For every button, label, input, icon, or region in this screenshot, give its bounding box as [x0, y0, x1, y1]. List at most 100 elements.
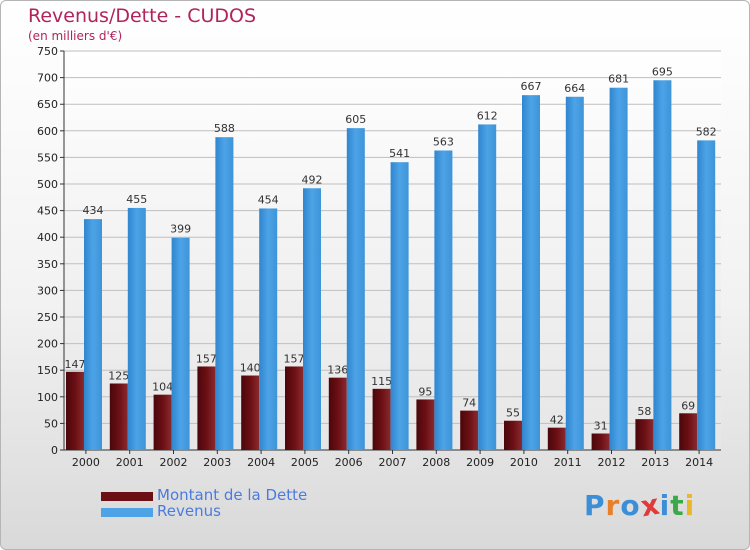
data-label-revenue: 454 [258, 193, 279, 206]
bar-debt [679, 413, 698, 450]
y-tick-label: 200 [37, 338, 58, 351]
logo-letter: i [684, 489, 696, 522]
x-tick-label: 2002 [160, 456, 188, 469]
logo-letter: t [670, 489, 685, 522]
bar-debt [591, 433, 610, 450]
bar-revenue [522, 95, 540, 450]
y-tick-label: 100 [37, 391, 58, 404]
logo-letter: r [605, 489, 621, 522]
x-tick-label: 2011 [554, 456, 582, 469]
bar-debt [416, 399, 435, 450]
data-label-revenue: 492 [302, 173, 323, 186]
data-label-debt: 69 [681, 399, 695, 412]
y-tick-label: 700 [37, 72, 58, 85]
bar-revenue [84, 219, 102, 450]
bar-revenue [127, 207, 146, 450]
data-label-debt: 104 [152, 381, 173, 394]
y-tick-label: 0 [51, 444, 58, 457]
bar-debt [197, 366, 216, 450]
bar-revenue [609, 87, 628, 450]
data-label-debt: 125 [108, 370, 129, 383]
legend-swatch-revenue [101, 508, 153, 517]
data-label-revenue: 695 [652, 65, 673, 78]
bar-debt [504, 420, 522, 450]
data-label-revenue: 681 [608, 73, 629, 86]
bar-debt [153, 394, 172, 450]
y-tick-label: 150 [37, 364, 58, 377]
proxiti-logo: Proxiti [584, 488, 696, 524]
data-label-revenue: 399 [170, 223, 191, 236]
data-label-revenue: 667 [521, 80, 542, 93]
chart-subtitle: (en milliers d'€) [28, 29, 123, 43]
y-tick-label: 650 [37, 98, 58, 111]
bar-revenue [390, 162, 409, 451]
bar-debt [372, 388, 391, 450]
data-label-debt: 115 [371, 375, 392, 388]
bar-revenue [259, 208, 278, 450]
x-tick-label: 2007 [379, 456, 407, 469]
x-tick-label: 2005 [291, 456, 319, 469]
y-tick-label: 500 [37, 178, 58, 191]
x-tick-label: 2009 [466, 456, 494, 469]
bar-debt [547, 427, 566, 450]
bar-revenue [171, 237, 190, 450]
y-tick-label: 450 [37, 205, 58, 218]
y-tick-label: 250 [37, 311, 58, 324]
data-label-revenue: 455 [126, 193, 147, 206]
y-tick-label: 550 [37, 151, 58, 164]
legend-label-revenue: Revenus [157, 502, 221, 520]
x-tick-label: 2000 [72, 456, 100, 469]
bar-revenue [565, 96, 584, 450]
bar-debt [241, 375, 260, 450]
data-label-debt: 140 [240, 362, 261, 375]
data-label-debt: 157 [196, 352, 217, 365]
data-label-revenue: 434 [83, 204, 104, 217]
bar-debt [635, 419, 654, 450]
y-tick-label: 300 [37, 284, 58, 297]
data-label-debt: 55 [506, 407, 520, 420]
bar-revenue [697, 140, 716, 450]
y-tick-label: 400 [37, 231, 58, 244]
legend-label-debt: Montant de la Dette [157, 486, 308, 504]
y-tick-label: 600 [37, 125, 58, 138]
data-label-revenue: 582 [696, 125, 717, 138]
logo-letter: i [659, 489, 671, 522]
bar-debt [285, 366, 303, 450]
bar-revenue [434, 150, 453, 450]
data-label-debt: 147 [65, 358, 86, 371]
y-tick-label: 50 [44, 417, 58, 430]
data-label-revenue: 664 [564, 82, 585, 95]
bar-revenue [215, 137, 234, 450]
x-tick-label: 2010 [510, 456, 538, 469]
bar-debt [109, 383, 128, 450]
data-label-debt: 136 [327, 364, 348, 377]
y-tick-label: 350 [37, 258, 58, 271]
legend-swatch-debt [101, 492, 153, 501]
data-label-debt: 31 [594, 420, 608, 433]
logo-letter: o [620, 489, 641, 522]
bar-debt [66, 371, 84, 450]
data-label-debt: 74 [462, 397, 476, 410]
bar-debt [328, 377, 347, 450]
x-tick-label: 2008 [422, 456, 450, 469]
x-tick-label: 2014 [685, 456, 713, 469]
chart-title: Revenus/Dette - CUDOS [28, 5, 257, 27]
x-tick-label: 2006 [335, 456, 363, 469]
data-label-revenue: 563 [433, 135, 454, 148]
x-tick-label: 2012 [598, 456, 626, 469]
y-tick-label: 750 [37, 45, 58, 58]
data-label-debt: 95 [418, 385, 432, 398]
bar-debt [460, 410, 479, 450]
data-label-debt: 42 [550, 414, 564, 427]
bar-revenue [478, 124, 497, 450]
bar-revenue [346, 128, 365, 450]
bar-revenue [303, 188, 321, 451]
data-label-debt: 157 [284, 352, 305, 365]
data-label-revenue: 541 [389, 147, 410, 160]
x-tick-label: 2013 [641, 456, 669, 469]
logo-letter: P [584, 489, 606, 522]
x-tick-label: 2003 [203, 456, 231, 469]
x-tick-label: 2004 [247, 456, 275, 469]
